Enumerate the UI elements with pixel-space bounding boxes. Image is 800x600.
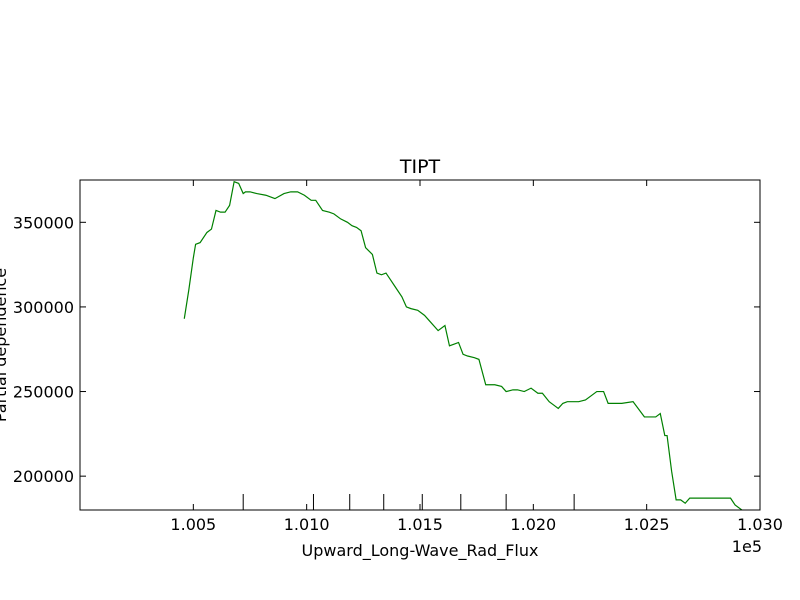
x-tick-label: 1.025 [624, 515, 670, 534]
y-axis-label: Partial dependence [0, 268, 10, 422]
x-tick-label: 1.010 [284, 515, 330, 534]
series-line-0 [183, 180, 743, 510]
x-tick-label: 1.020 [510, 515, 556, 534]
x-axis-offset-label: 1e5 [732, 537, 762, 556]
rug-marks [242, 494, 575, 510]
y-axis-ticks: 200000 250000 300000 350000 [13, 213, 760, 486]
x-tick-label: 1.030 [737, 515, 783, 534]
x-tick-label: 1.005 [170, 515, 216, 534]
x-axis-label: Upward_Long-Wave_Rad_Flux [302, 541, 539, 561]
plot-frame [79, 179, 761, 511]
chart-title: TIPT [399, 156, 441, 178]
y-tick-label: 200000 [13, 467, 74, 486]
x-axis-ticks: 1.005 1.010 1.015 1.020 1.025 1.030 [170, 180, 783, 534]
y-tick-label: 250000 [13, 383, 74, 402]
y-tick-label: 300000 [13, 298, 74, 317]
series-layer [183, 180, 743, 510]
x-tick-label: 1.015 [397, 515, 443, 534]
y-tick-label: 350000 [13, 213, 74, 232]
